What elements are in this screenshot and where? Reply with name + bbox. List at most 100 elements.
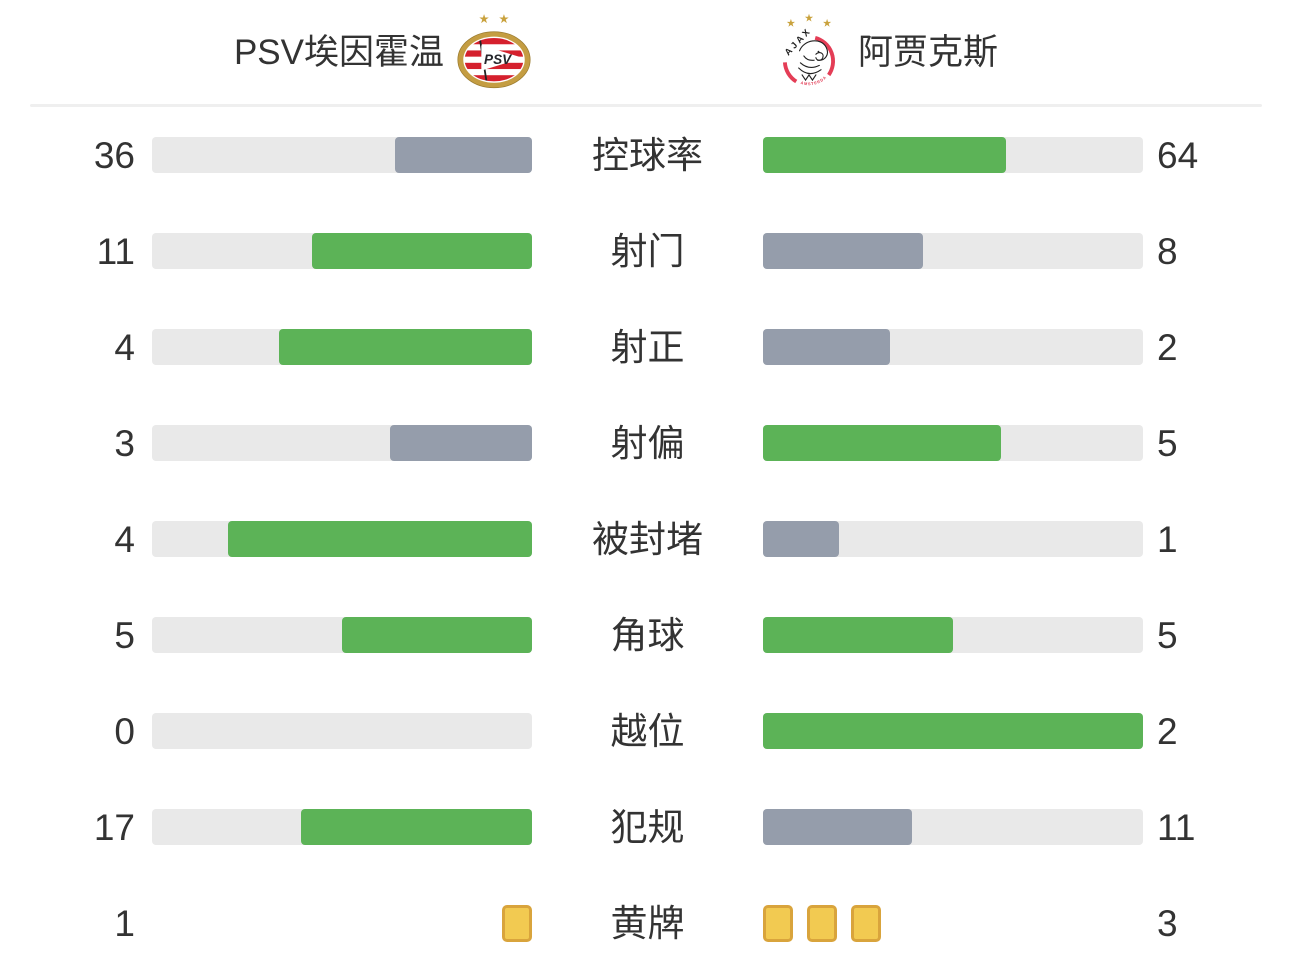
home-bar-fill	[301, 809, 532, 845]
home-bar-fill	[312, 233, 532, 269]
stat-label: 犯规	[610, 806, 685, 848]
away-bar-track	[763, 233, 1143, 269]
ajax-figure-line-art	[798, 39, 828, 81]
away-bar-track	[763, 809, 1143, 845]
home-bar-cell	[152, 809, 532, 845]
home-bar-cell	[152, 425, 532, 461]
header-divider	[30, 104, 1262, 107]
yellow-card-icon	[807, 904, 837, 942]
home-bar-track	[152, 521, 532, 557]
away-bar-cell	[763, 425, 1143, 461]
stat-label: 黄牌	[610, 902, 685, 944]
home-bar-cell	[152, 617, 532, 653]
away-bar-cell	[763, 233, 1143, 269]
home-value: 17	[93, 806, 135, 848]
home-value: 0	[114, 710, 135, 752]
stat-row: 3 射偏 5	[0, 395, 1290, 491]
away-bar-fill	[763, 713, 1143, 749]
away-team-name: 阿贾克斯	[858, 32, 999, 72]
away-value: 1	[1157, 518, 1178, 560]
ajax-crest-icon: AMSTERDAM AJAX	[778, 11, 835, 86]
home-bar-cell	[152, 521, 532, 557]
stat-row: 11 射门 8	[0, 203, 1290, 299]
home-bar-track	[152, 233, 532, 269]
away-bar-fill	[763, 425, 1001, 461]
stat-row: 0 越位 2	[0, 683, 1290, 779]
home-value: 1	[114, 902, 135, 944]
away-bar-track	[763, 137, 1143, 173]
away-bar-fill	[763, 329, 890, 365]
away-cards	[763, 875, 1143, 971]
home-team-header: PSV埃因霍温 PSV	[234, 0, 532, 104]
home-bar-track	[152, 617, 532, 653]
away-bar-fill	[763, 809, 913, 845]
away-bar-fill	[763, 617, 953, 653]
stat-label: 射门	[610, 230, 685, 272]
away-bar-cell	[763, 137, 1143, 173]
home-value: 36	[93, 134, 135, 176]
home-bar-fill	[342, 617, 532, 653]
home-bar-fill	[228, 521, 532, 557]
away-bar-cell	[763, 713, 1143, 749]
away-value: 64	[1157, 134, 1199, 176]
away-bar-cell	[763, 329, 1143, 365]
away-bar-track	[763, 425, 1143, 461]
stat-label: 越位	[610, 710, 685, 752]
home-bar-track	[152, 137, 532, 173]
away-bar-track	[763, 617, 1143, 653]
away-value: 5	[1157, 422, 1178, 464]
home-bar-track	[152, 329, 532, 365]
home-bar-cell	[152, 329, 532, 365]
home-bar-cell	[152, 137, 532, 173]
yellow-card-icon	[502, 904, 532, 942]
stat-row: 17 犯规 11	[0, 779, 1290, 875]
stat-row: 4 被封堵 1	[0, 491, 1290, 587]
home-value: 4	[114, 326, 135, 368]
home-value: 4	[114, 518, 135, 560]
home-value: 3	[114, 422, 135, 464]
stat-label: 控球率	[592, 134, 703, 176]
yellow-card-icon	[851, 904, 881, 942]
ajax-red-arcs	[782, 35, 835, 83]
stat-row: 4 射正 2	[0, 299, 1290, 395]
yellow-card-icon	[763, 904, 793, 942]
away-bar-fill	[763, 521, 839, 557]
away-bar-cell	[763, 809, 1143, 845]
home-bar-cell	[152, 233, 532, 269]
away-value: 5	[1157, 614, 1178, 656]
stat-label: 射偏	[610, 422, 685, 464]
away-bar-fill	[763, 137, 1007, 173]
stat-label: 射正	[610, 326, 685, 368]
stat-label: 角球	[610, 614, 685, 656]
psv-pennant	[481, 44, 523, 71]
home-bar-fill	[389, 425, 532, 461]
stats-list: 36 控球率 64 11 射门 8 4	[0, 107, 1290, 971]
stat-row-cards: 1 黄牌 3	[0, 875, 1290, 971]
psv-stripes	[464, 37, 524, 81]
home-cards	[152, 875, 532, 971]
ajax-stars	[786, 13, 832, 27]
psv-crest-icon: PSV	[457, 13, 531, 88]
away-bar-track	[763, 521, 1143, 557]
away-value: 3	[1157, 902, 1178, 944]
away-value: 2	[1157, 710, 1178, 752]
stat-row: 5 角球 5	[0, 587, 1290, 683]
header: PSV埃因霍温 PSV	[0, 0, 1290, 104]
home-bar-fill	[278, 329, 532, 365]
away-team-header: AMSTERDAM AJAX 阿贾克斯	[778, 0, 998, 104]
away-bar-track	[763, 329, 1143, 365]
stat-label: 被封堵	[592, 518, 703, 560]
home-bar-track	[152, 713, 532, 749]
home-bar-cell	[152, 713, 532, 749]
home-bar-track	[152, 425, 532, 461]
home-bar-fill	[395, 137, 532, 173]
away-bar-fill	[763, 233, 923, 269]
home-value: 11	[96, 230, 135, 272]
home-value: 5	[114, 614, 135, 656]
away-bar-cell	[763, 521, 1143, 557]
away-value: 11	[1157, 806, 1196, 848]
away-value: 8	[1157, 230, 1178, 272]
stat-row: 36 控球率 64	[0, 107, 1290, 203]
away-value: 2	[1157, 326, 1178, 368]
